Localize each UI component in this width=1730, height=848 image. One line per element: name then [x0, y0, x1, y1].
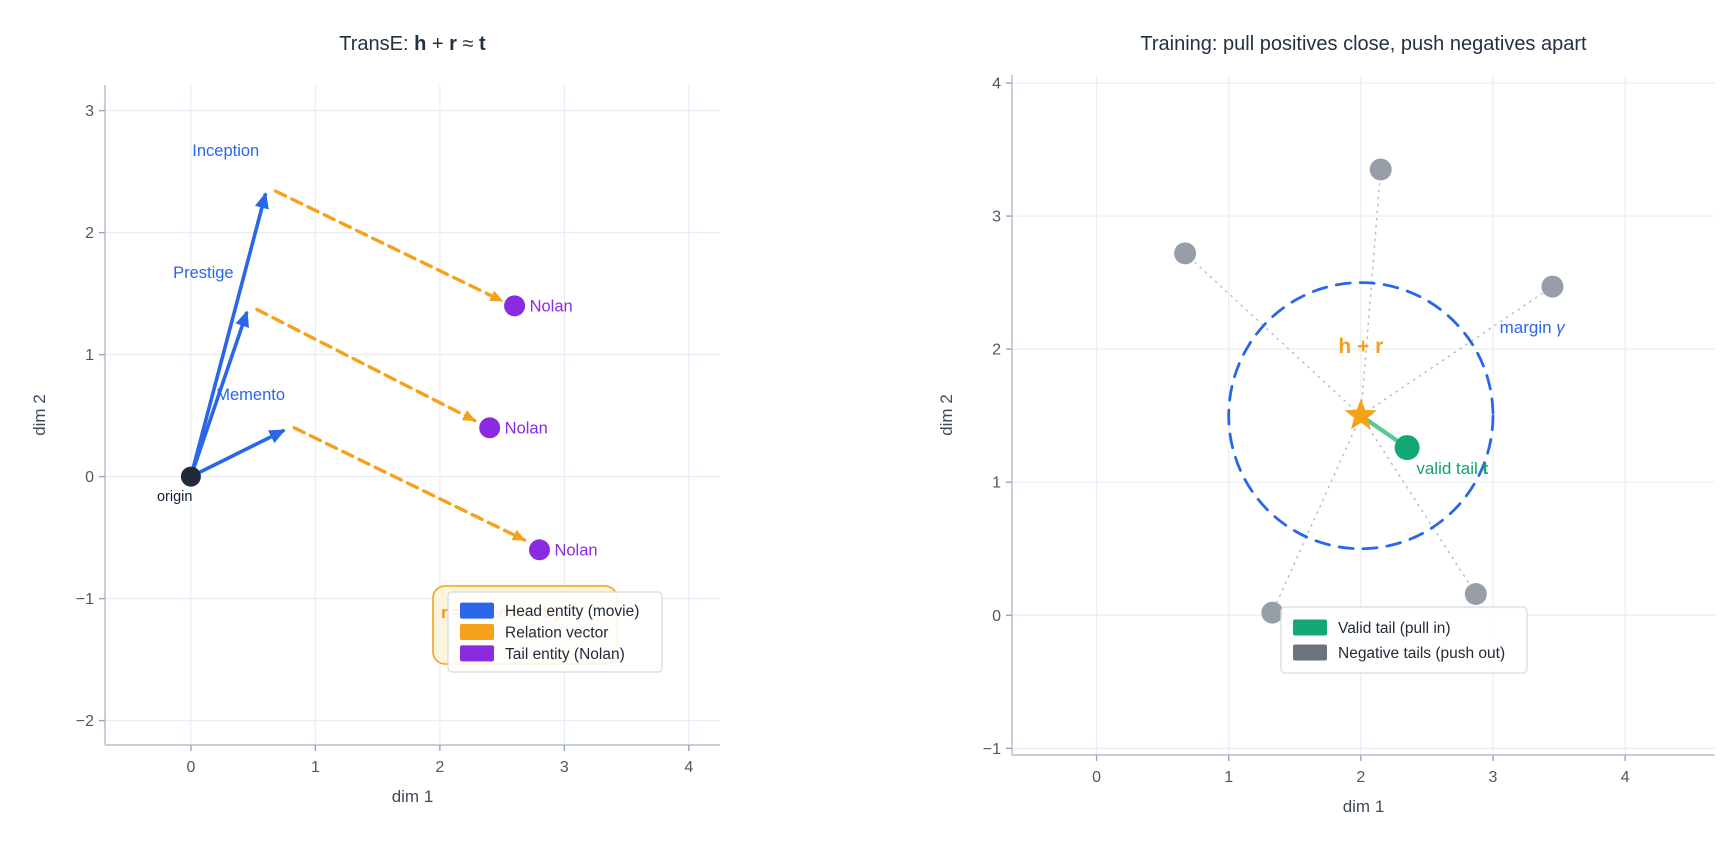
margin-circle [1227, 281, 1495, 551]
tail-points: Nolan Nolan Nolan [479, 295, 598, 561]
h-plus-r-label: h + r [1338, 335, 1383, 358]
head-arrows: Inception Prestige Memento [173, 142, 286, 479]
x-tick-label: 1 [311, 759, 320, 776]
ticks: 0 1 2 3 4 −2 −1 0 1 2 3 [76, 103, 694, 776]
head-arrow-memento [190, 428, 286, 479]
negative-tails [1174, 158, 1564, 624]
legend-swatch [1293, 644, 1327, 661]
relation-arrows [255, 189, 527, 542]
negative-tail-point [1261, 601, 1284, 624]
x-tick-label: 1 [1224, 769, 1233, 786]
tail-label: Nolan [554, 541, 597, 559]
relation-arrow [273, 189, 504, 303]
h-plus-r-star-marker [1344, 398, 1377, 430]
valid-tail-point [1394, 435, 1420, 461]
y-tick-label: 2 [85, 225, 94, 242]
negative-link-line [1271, 415, 1362, 613]
relation-arrow [255, 307, 477, 423]
legend-box: Valid tail (pull in) Negative tails (push… [1280, 606, 1528, 674]
y-axis-label: dim 2 [937, 394, 956, 436]
head-arrow-inception [189, 192, 269, 478]
margin-label: margin γ [1500, 318, 1567, 337]
grid [105, 85, 720, 745]
legend-frame [447, 591, 663, 673]
x-axis-label: dim 1 [392, 787, 434, 806]
tail-label: Nolan [505, 419, 548, 437]
negative-tail-point [1174, 242, 1197, 265]
legend-label: Valid tail (pull in) [1338, 620, 1451, 637]
relation-arrow [292, 426, 527, 542]
subplot-0: 0 1 2 3 4 −2 −1 0 1 2 3 dim 1 dim 2 TransE: h + r ≈ t… [30, 33, 720, 806]
origin-label: origin [157, 489, 192, 505]
legend-label: Head entity (movie) [505, 603, 639, 620]
negative-link-line [1360, 169, 1382, 416]
negative-tail-point [1369, 158, 1392, 181]
head-arrow-prestige [189, 310, 249, 478]
ticks: 0 1 2 3 4 −1 0 1 2 3 4 [983, 75, 1630, 786]
y-tick-label: 1 [992, 475, 1001, 492]
valid-tail-label: valid tail t [1416, 459, 1488, 478]
x-tick-label: 2 [435, 759, 444, 776]
tail-point [528, 539, 550, 561]
x-tick-label: 4 [684, 759, 693, 776]
y-tick-label: 0 [85, 469, 94, 486]
x-tick-label: 3 [560, 759, 569, 776]
origin-point [180, 466, 201, 487]
legend-label: Negative tails (push out) [1338, 645, 1505, 662]
y-tick-label: −1 [983, 741, 1001, 758]
negative-link-line [1360, 286, 1553, 417]
y-tick-label: −2 [76, 713, 94, 730]
negative-link-line [1184, 252, 1362, 417]
chart-title: TransE: h + r ≈ t [339, 33, 486, 55]
negative-link-line [1360, 415, 1477, 595]
y-tick-label: 3 [85, 103, 94, 120]
x-tick-label: 0 [1092, 769, 1101, 786]
movie-label-prestige: Prestige [173, 264, 234, 282]
tail-label: Nolan [530, 297, 573, 315]
legend-swatch [460, 624, 494, 640]
negative-tail-point [1541, 275, 1564, 298]
y-axis-label: dim 2 [30, 394, 49, 436]
y-tick-label: 3 [992, 209, 1001, 226]
tail-point [504, 295, 526, 317]
negative-links [1184, 169, 1553, 613]
legend-swatch [460, 645, 494, 662]
movie-label-inception: Inception [192, 142, 259, 160]
legend-swatch [460, 602, 494, 619]
legend-label: Relation vector [505, 625, 608, 642]
x-tick-label: 3 [1489, 769, 1498, 786]
y-tick-label: 1 [85, 347, 94, 364]
legend-box: Head entity (movie) Relation vector Tail e… [447, 591, 663, 673]
tail-point [479, 417, 501, 439]
x-axis-label: dim 1 [1343, 797, 1385, 816]
movie-label-memento: Memento [216, 386, 285, 404]
y-tick-label: 2 [992, 342, 1001, 359]
legend-swatch [1293, 619, 1327, 636]
x-tick-label: 2 [1356, 769, 1365, 786]
legend-frame [1280, 606, 1528, 674]
legend-label: Tail entity (Nolan) [505, 646, 625, 663]
subplot-1: 0 1 2 3 4 −1 0 1 2 3 4 dim 1 dim 2 Training: pull pos… [937, 33, 1715, 816]
negative-tail-point [1464, 582, 1487, 605]
chart-title: Training: pull positives close, push neg… [1140, 33, 1587, 55]
y-tick-label: 0 [992, 608, 1001, 625]
y-tick-label: −1 [76, 591, 94, 608]
y-tick-label: 4 [992, 75, 1001, 92]
x-tick-label: 4 [1621, 769, 1630, 786]
x-tick-label: 0 [186, 759, 195, 776]
